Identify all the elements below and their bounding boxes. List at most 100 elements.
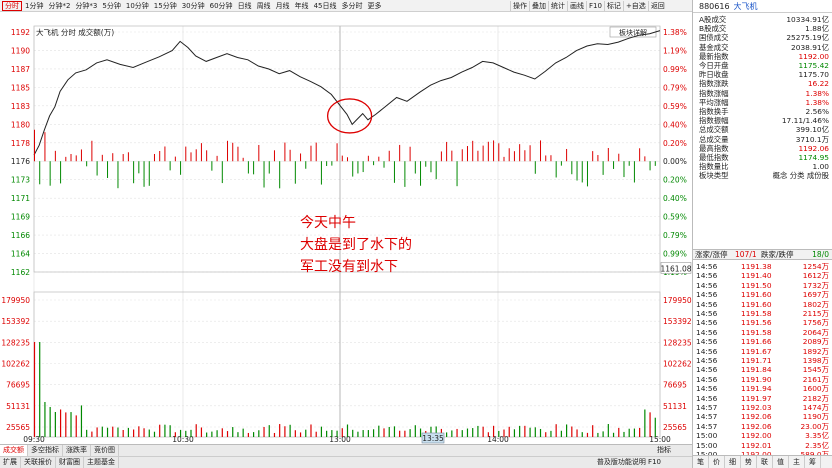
period-tab-9[interactable]: 日线 — [237, 2, 252, 10]
help-link[interactable]: 普及版功能说明 F10 — [596, 458, 661, 466]
period-tab-4[interactable]: 5分钟 — [102, 2, 121, 10]
trade-price: 1192.03 — [741, 403, 772, 412]
price-tick-label: 1171 — [11, 194, 30, 203]
trade-time: 14:56 — [696, 318, 718, 328]
period-tab-12[interactable]: 年线 — [294, 2, 309, 10]
indicator-menu[interactable]: 指标 — [657, 446, 671, 454]
stat-value: 1.00 — [812, 162, 829, 172]
period-tab-14[interactable]: 多分时 — [341, 2, 363, 10]
trade-row: 14:56 1191.71 1398万 — [693, 356, 832, 366]
sidepanel-tab-4[interactable]: 联 — [757, 456, 773, 468]
sidepanel-tab-6[interactable]: 主 — [789, 456, 805, 468]
period-tab-10[interactable]: 周线 — [256, 2, 271, 10]
intraday-chart[interactable]: 1192 1.38% 1190 1.19% 1187 0.99% 1185 0.79% 1183… — [0, 12, 692, 444]
period-tab-3[interactable]: 分钟*3 — [75, 2, 98, 10]
pct-tick-label: 0.59% — [663, 102, 687, 111]
trade-row: 14:56 1191.58 2115万 — [693, 309, 832, 319]
indicator-tab-3[interactable]: 竞价图 — [91, 445, 119, 456]
sidepanel-tab-7[interactable]: 筹 — [805, 456, 821, 468]
cursor-time-box — [421, 432, 445, 444]
extension-tab-2[interactable]: 财富圈 — [56, 457, 84, 468]
tool-button-6[interactable]: +自选 — [622, 1, 648, 11]
pct-tick-label: 0.00% — [663, 157, 687, 166]
trade-volume: 1802万 — [802, 299, 829, 309]
period-tab-2[interactable]: 分钟*2 — [48, 2, 71, 10]
trade-time: 14:56 — [696, 262, 718, 271]
trade-price: 1192.01 — [741, 440, 772, 450]
tool-button-2[interactable]: 统计 — [548, 1, 567, 11]
period-tab-6[interactable]: 15分钟 — [153, 2, 177, 10]
trade-price: 1191.97 — [741, 393, 772, 403]
stat-label: 国债成交 — [699, 33, 729, 43]
trade-time: 14:57 — [696, 421, 718, 431]
time-tick-label: 14:00 — [487, 435, 509, 444]
sidepanel-tab-1[interactable]: 价 — [709, 456, 725, 468]
trade-price: 1191.58 — [741, 309, 772, 318]
indicator-tab-1[interactable]: 多空指标 — [28, 445, 63, 456]
stat-row: B股成交 1.88亿 — [693, 24, 832, 33]
period-tab-11[interactable]: 月线 — [275, 2, 290, 10]
trade-time: 15:00 — [696, 450, 717, 460]
trade-time: 14:56 — [696, 299, 718, 309]
trade-price: 1191.60 — [741, 290, 772, 300]
stat-value: 1175.70 — [798, 70, 829, 80]
period-tabs: 分时 1分钟 分钟*2 分钟*3 5分钟 10分钟 15分钟 30分钟 60分钟 日线 周线 月线 年线… — [2, 1, 384, 11]
index-name[interactable]: 大飞机 — [733, 2, 758, 11]
sidepanel-tab-5[interactable]: 值 — [773, 456, 789, 468]
sidepanel-tab-2[interactable]: 细 — [725, 456, 741, 468]
pct-tick-label: 0.59% — [663, 213, 687, 222]
tool-button-0[interactable]: 操作 — [510, 1, 529, 11]
index-code: 880616 — [699, 2, 730, 11]
trade-volume: 1756万 — [802, 318, 829, 328]
chart-header-label: 大飞机 分时 成交额(万) — [36, 27, 114, 37]
stat-value: 1.88亿 — [805, 24, 829, 34]
tool-button-5[interactable]: 标记 — [603, 1, 623, 11]
tool-button-3[interactable]: 画线 — [567, 1, 586, 11]
extension-tab-1[interactable]: 关联报价 — [21, 457, 56, 468]
sidepanel-tab-0[interactable]: 笔 — [693, 456, 709, 468]
indicator-tab-0[interactable]: 成交额 — [0, 445, 28, 456]
trade-price: 1191.94 — [741, 384, 772, 394]
time-tick-label: 13:00 — [329, 435, 351, 444]
tool-button-1[interactable]: 叠加 — [529, 1, 548, 11]
trade-row: 14:56 1191.67 1892万 — [693, 347, 832, 357]
period-tab-5[interactable]: 10分钟 — [125, 2, 149, 10]
indicator-tab-2[interactable]: 涨跌率 — [63, 445, 91, 456]
pct-tick-label: 0.40% — [663, 120, 687, 129]
cursor-price-box — [660, 262, 692, 274]
price-tick-label: 1185 — [11, 83, 30, 92]
volume-tick-label: 76695 — [6, 381, 30, 390]
stat-label: 指数涨跌 — [699, 79, 729, 89]
extension-tab-0[interactable]: 扩展 — [0, 457, 21, 468]
pct-tick-label: 1.19% — [663, 46, 687, 55]
trade-price: 1191.66 — [741, 337, 772, 347]
trade-row: 14:56 1191.50 1732万 — [693, 281, 832, 291]
volume-tick-label-right: 102262 — [663, 360, 692, 369]
tool-button-4[interactable]: F10 — [586, 1, 604, 11]
up-count-label: 涨家/涨停 — [695, 250, 728, 259]
sidepanel-tab-3[interactable]: 势 — [741, 456, 757, 468]
extension-tab-3[interactable]: 主题基金 — [84, 457, 119, 468]
stat-row: 指数换手 2.56% — [693, 107, 832, 116]
stat-row: 昨日收盘 1175.70 — [693, 70, 832, 79]
period-tab-1[interactable]: 1分钟 — [25, 2, 44, 10]
period-tab-13[interactable]: 45日线 — [313, 2, 337, 10]
trade-volume: 3.35亿 — [805, 431, 829, 441]
trade-volume: 1398万 — [802, 356, 829, 365]
trade-row: 15:00 1192.01 2.35亿 — [693, 441, 832, 451]
pct-tick-label: 0.99% — [663, 250, 687, 259]
stat-value: 1175.42 — [798, 61, 829, 70]
stat-row: 最新指数 1192.00 — [693, 52, 832, 61]
stat-row: 板块类型 概念 分类 成份股 — [693, 171, 832, 180]
tool-button-7[interactable]: 返回 — [647, 1, 667, 11]
period-tab-8[interactable]: 60分钟 — [209, 2, 233, 10]
badge-label[interactable]: 板块详解 — [619, 28, 647, 37]
trade-volume: 1612万 — [802, 271, 829, 281]
trade-row: 14:56 1191.94 1600万 — [693, 384, 832, 394]
volume-tick-label-right: 179950 — [663, 296, 692, 305]
period-tab-7[interactable]: 30分钟 — [181, 2, 205, 10]
period-tab-0[interactable]: 分时 — [2, 1, 22, 11]
price-tick-label: 1162 — [11, 268, 30, 277]
trade-row: 14:56 1191.38 1254万 — [693, 262, 832, 272]
period-tab-15[interactable]: 更多 — [367, 2, 382, 10]
